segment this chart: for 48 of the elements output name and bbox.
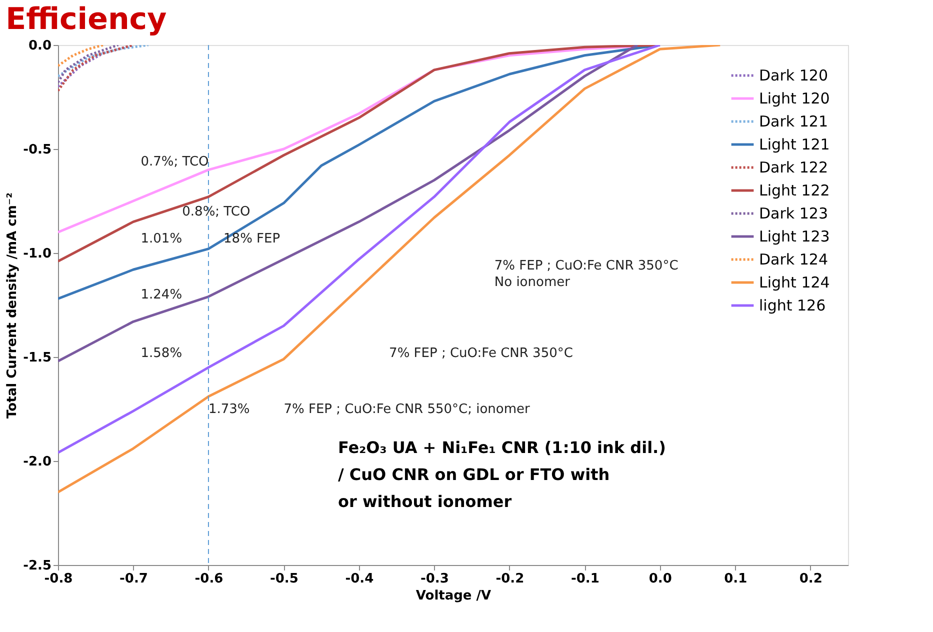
legend-label: Light 124 [759, 274, 830, 292]
y-tick-label: -2.0 [23, 454, 52, 470]
legend-label: Dark 124 [759, 250, 828, 268]
annotation: No ionomer [494, 275, 571, 290]
annotation: 18% FEP [224, 231, 280, 246]
line-series [58, 45, 104, 68]
line-series [58, 45, 722, 494]
legend-label: Dark 123 [759, 204, 828, 222]
x-tick-label: 0.1 [724, 572, 748, 586]
annotation: 1.73% [208, 402, 250, 417]
y-tick-label: -2.5 [23, 558, 52, 574]
annotation: 1.58% [140, 346, 182, 361]
line-series [58, 45, 639, 362]
legend-label: Light 121 [759, 136, 830, 154]
x-tick-label: -0.6 [194, 572, 224, 586]
line-series [58, 45, 120, 84]
legend-label: Light 120 [759, 90, 830, 108]
x-tick-label: 0.2 [799, 572, 822, 586]
x-tick-label: 0.0 [648, 572, 672, 586]
x-tick-label: -0.3 [420, 572, 449, 586]
x-tick-label: -0.4 [345, 572, 374, 586]
x-tick-label: -0.1 [570, 572, 600, 586]
y-axis-title: Total Current density /mA cm⁻² [5, 192, 20, 418]
legend-label: light 126 [759, 296, 826, 314]
y-tick-label: -1.0 [23, 246, 52, 262]
annotation: 0.8%; TCO [182, 204, 250, 220]
x-axis-title: Voltage /V [416, 588, 492, 604]
line-series [58, 45, 150, 78]
annotation: 0.7%; TCO [140, 154, 209, 170]
y-tick-label: -0.5 [23, 142, 52, 158]
x-tick-label: -0.8 [44, 572, 73, 586]
annotation: 7% FEP ; CuO:Fe CNR 350°C [494, 258, 678, 274]
annotation: 1.24% [140, 288, 182, 303]
x-tick-label: -0.5 [270, 572, 298, 586]
legend-label: Light 123 [759, 228, 830, 246]
legend-label: Dark 120 [759, 66, 828, 84]
y-tick-label: 0.0 [28, 38, 52, 54]
annotation: 7% FEP ; CuO:Fe CNR 550°C; ionomer [284, 402, 531, 417]
annotation: 1.01% [140, 231, 182, 246]
y-tick-label: -1.5 [23, 350, 52, 366]
annotation: Fe₂O₃ UA + Ni₁Fe₁ CNR (1:10 ink dil.) / CuO CNR on GDL or FTO with or without ionomer [338, 438, 666, 511]
legend-label: Dark 122 [759, 158, 828, 176]
chart-title: Efficiency [6, 2, 168, 37]
legend-label: Dark 121 [759, 112, 828, 130]
annotation: 7% FEP ; CuO:Fe CNR 350°C [389, 346, 573, 361]
x-tick-label: -0.2 [496, 572, 524, 586]
x-tick-label: -0.7 [120, 572, 148, 586]
legend-label: Light 122 [759, 182, 830, 200]
